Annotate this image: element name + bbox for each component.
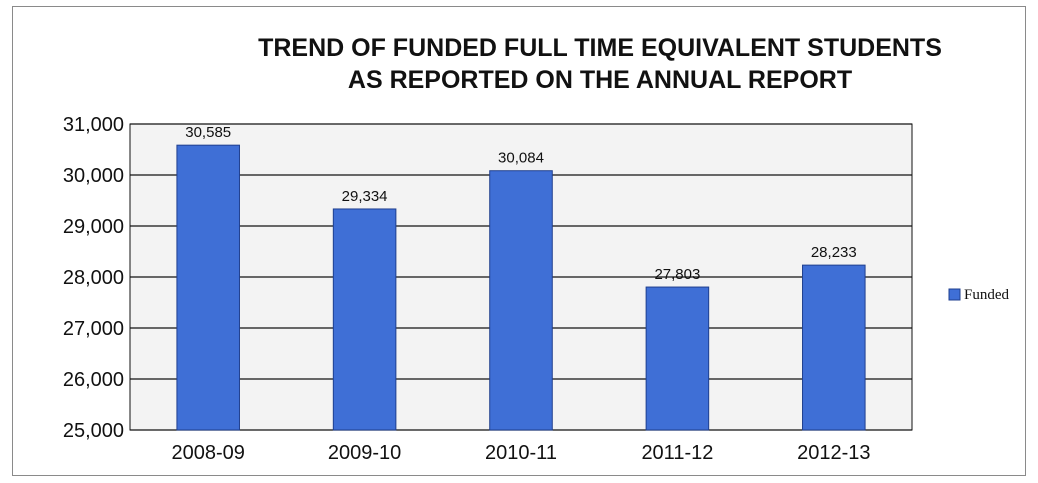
data-label: 28,233 <box>811 244 857 261</box>
y-tick-label: 25,000 <box>63 420 124 442</box>
chart-title-line-2: AS REPORTED ON THE ANNUAL REPORT <box>348 66 852 94</box>
y-tick-label: 29,000 <box>63 216 124 238</box>
y-tick-label: 31,000 <box>63 114 124 136</box>
bar-2008-09 <box>176 144 240 431</box>
y-tick-label: 26,000 <box>63 369 124 391</box>
x-tick-label: 2008-09 <box>171 442 244 464</box>
legend: Funded <box>948 287 1010 303</box>
chart-title-line-1: TREND OF FUNDED FULL TIME EQUIVALENT STU… <box>258 34 942 62</box>
bar-2011-12 <box>645 286 710 431</box>
x-tick-label: 2011-12 <box>641 442 713 464</box>
bar-2009-10 <box>332 208 397 431</box>
bar-2012-13 <box>802 264 866 431</box>
data-labels: 30,585 29,334 30,084 27,803 28,233 <box>185 124 856 283</box>
legend-swatch-funded <box>948 288 961 301</box>
x-tick-label: 2012-13 <box>797 442 870 464</box>
y-tick-label: 30,000 <box>63 165 124 187</box>
data-label: 30,084 <box>498 150 544 167</box>
data-label: 30,585 <box>185 124 231 141</box>
x-tick-label: 2009-10 <box>328 442 401 464</box>
legend-label-funded: Funded <box>964 287 1010 303</box>
x-tick-label: 2010-11 <box>485 442 557 464</box>
y-tick-label: 28,000 <box>63 267 124 289</box>
data-label: 27,803 <box>654 266 700 283</box>
y-axis-ticks: 25,000 26,000 27,000 28,000 29,000 30,000 31,0… <box>63 114 124 442</box>
y-tick-label: 27,000 <box>63 318 124 340</box>
bars <box>176 144 866 431</box>
bar-2010-11 <box>489 170 553 431</box>
x-axis-ticks: 2008-09 2009-10 2010-11 2011-12 2012-13 <box>171 442 870 464</box>
data-label: 29,334 <box>342 188 388 205</box>
